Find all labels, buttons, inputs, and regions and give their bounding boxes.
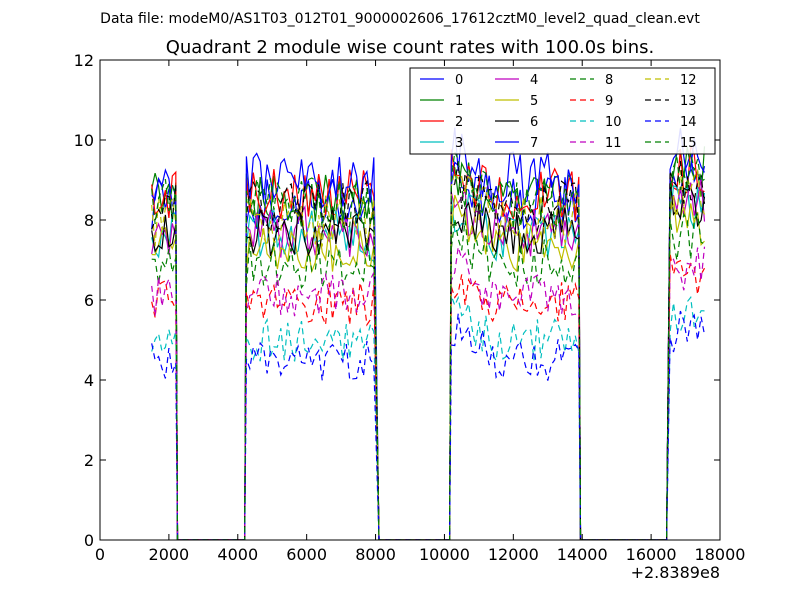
legend-label-11: 11 (605, 136, 622, 151)
series-line-15 (151, 149, 705, 540)
plot-area: 0 2000 4000 6000 8000 10000 12000 14000 16000 180… (74, 51, 746, 564)
x-tick-label: 4000 (217, 545, 258, 564)
legend-label-2: 2 (455, 115, 463, 130)
y-tick-label: 8 (84, 211, 94, 230)
legend-label-12: 12 (680, 73, 697, 88)
series-line-14 (151, 310, 706, 540)
x-tick-label: 16000 (626, 545, 677, 564)
legend-label-10: 10 (605, 115, 622, 130)
legend-label-13: 13 (680, 94, 697, 109)
figure-suptitle: Data file: modeM0/AS1T03_012T01_90000026… (100, 11, 700, 27)
legend-label-7: 7 (530, 136, 538, 151)
y-tick-label: 2 (84, 451, 94, 470)
y-tick-label: 6 (84, 291, 94, 310)
y-tick-label: 0 (84, 531, 94, 550)
x-tick-label: 0 (95, 545, 105, 564)
x-tick-label: 14000 (557, 545, 608, 564)
legend-label-4: 4 (530, 73, 538, 88)
series-line-8 (151, 212, 705, 540)
legend-label-14: 14 (680, 115, 697, 130)
legend-label-1: 1 (455, 94, 463, 109)
chart-title: Quadrant 2 module wise count rates with … (166, 37, 655, 58)
legend-label-6: 6 (530, 115, 538, 130)
x-tick-label: 10000 (419, 545, 470, 564)
legend-label-0: 0 (455, 73, 463, 88)
legend-label-9: 9 (605, 94, 613, 109)
y-tick-label: 10 (74, 131, 94, 150)
legend-label-5: 5 (530, 94, 538, 109)
legend-box (409, 67, 716, 155)
series-line-9 (151, 253, 706, 540)
legend-label-3: 3 (455, 136, 463, 151)
legend-label-15: 15 (680, 136, 697, 151)
legend-label-8: 8 (605, 73, 613, 88)
x-tick-label: 18000 (695, 545, 746, 564)
x-tick-label: 6000 (286, 545, 327, 564)
x-tick-label: 2000 (149, 545, 190, 564)
y-tick-label: 12 (74, 51, 94, 70)
y-tick-label: 4 (84, 371, 94, 390)
x-tick-label: 8000 (355, 545, 396, 564)
x-offset-label: +2.8389e8 (631, 563, 720, 582)
x-tick-label: 12000 (488, 545, 539, 564)
